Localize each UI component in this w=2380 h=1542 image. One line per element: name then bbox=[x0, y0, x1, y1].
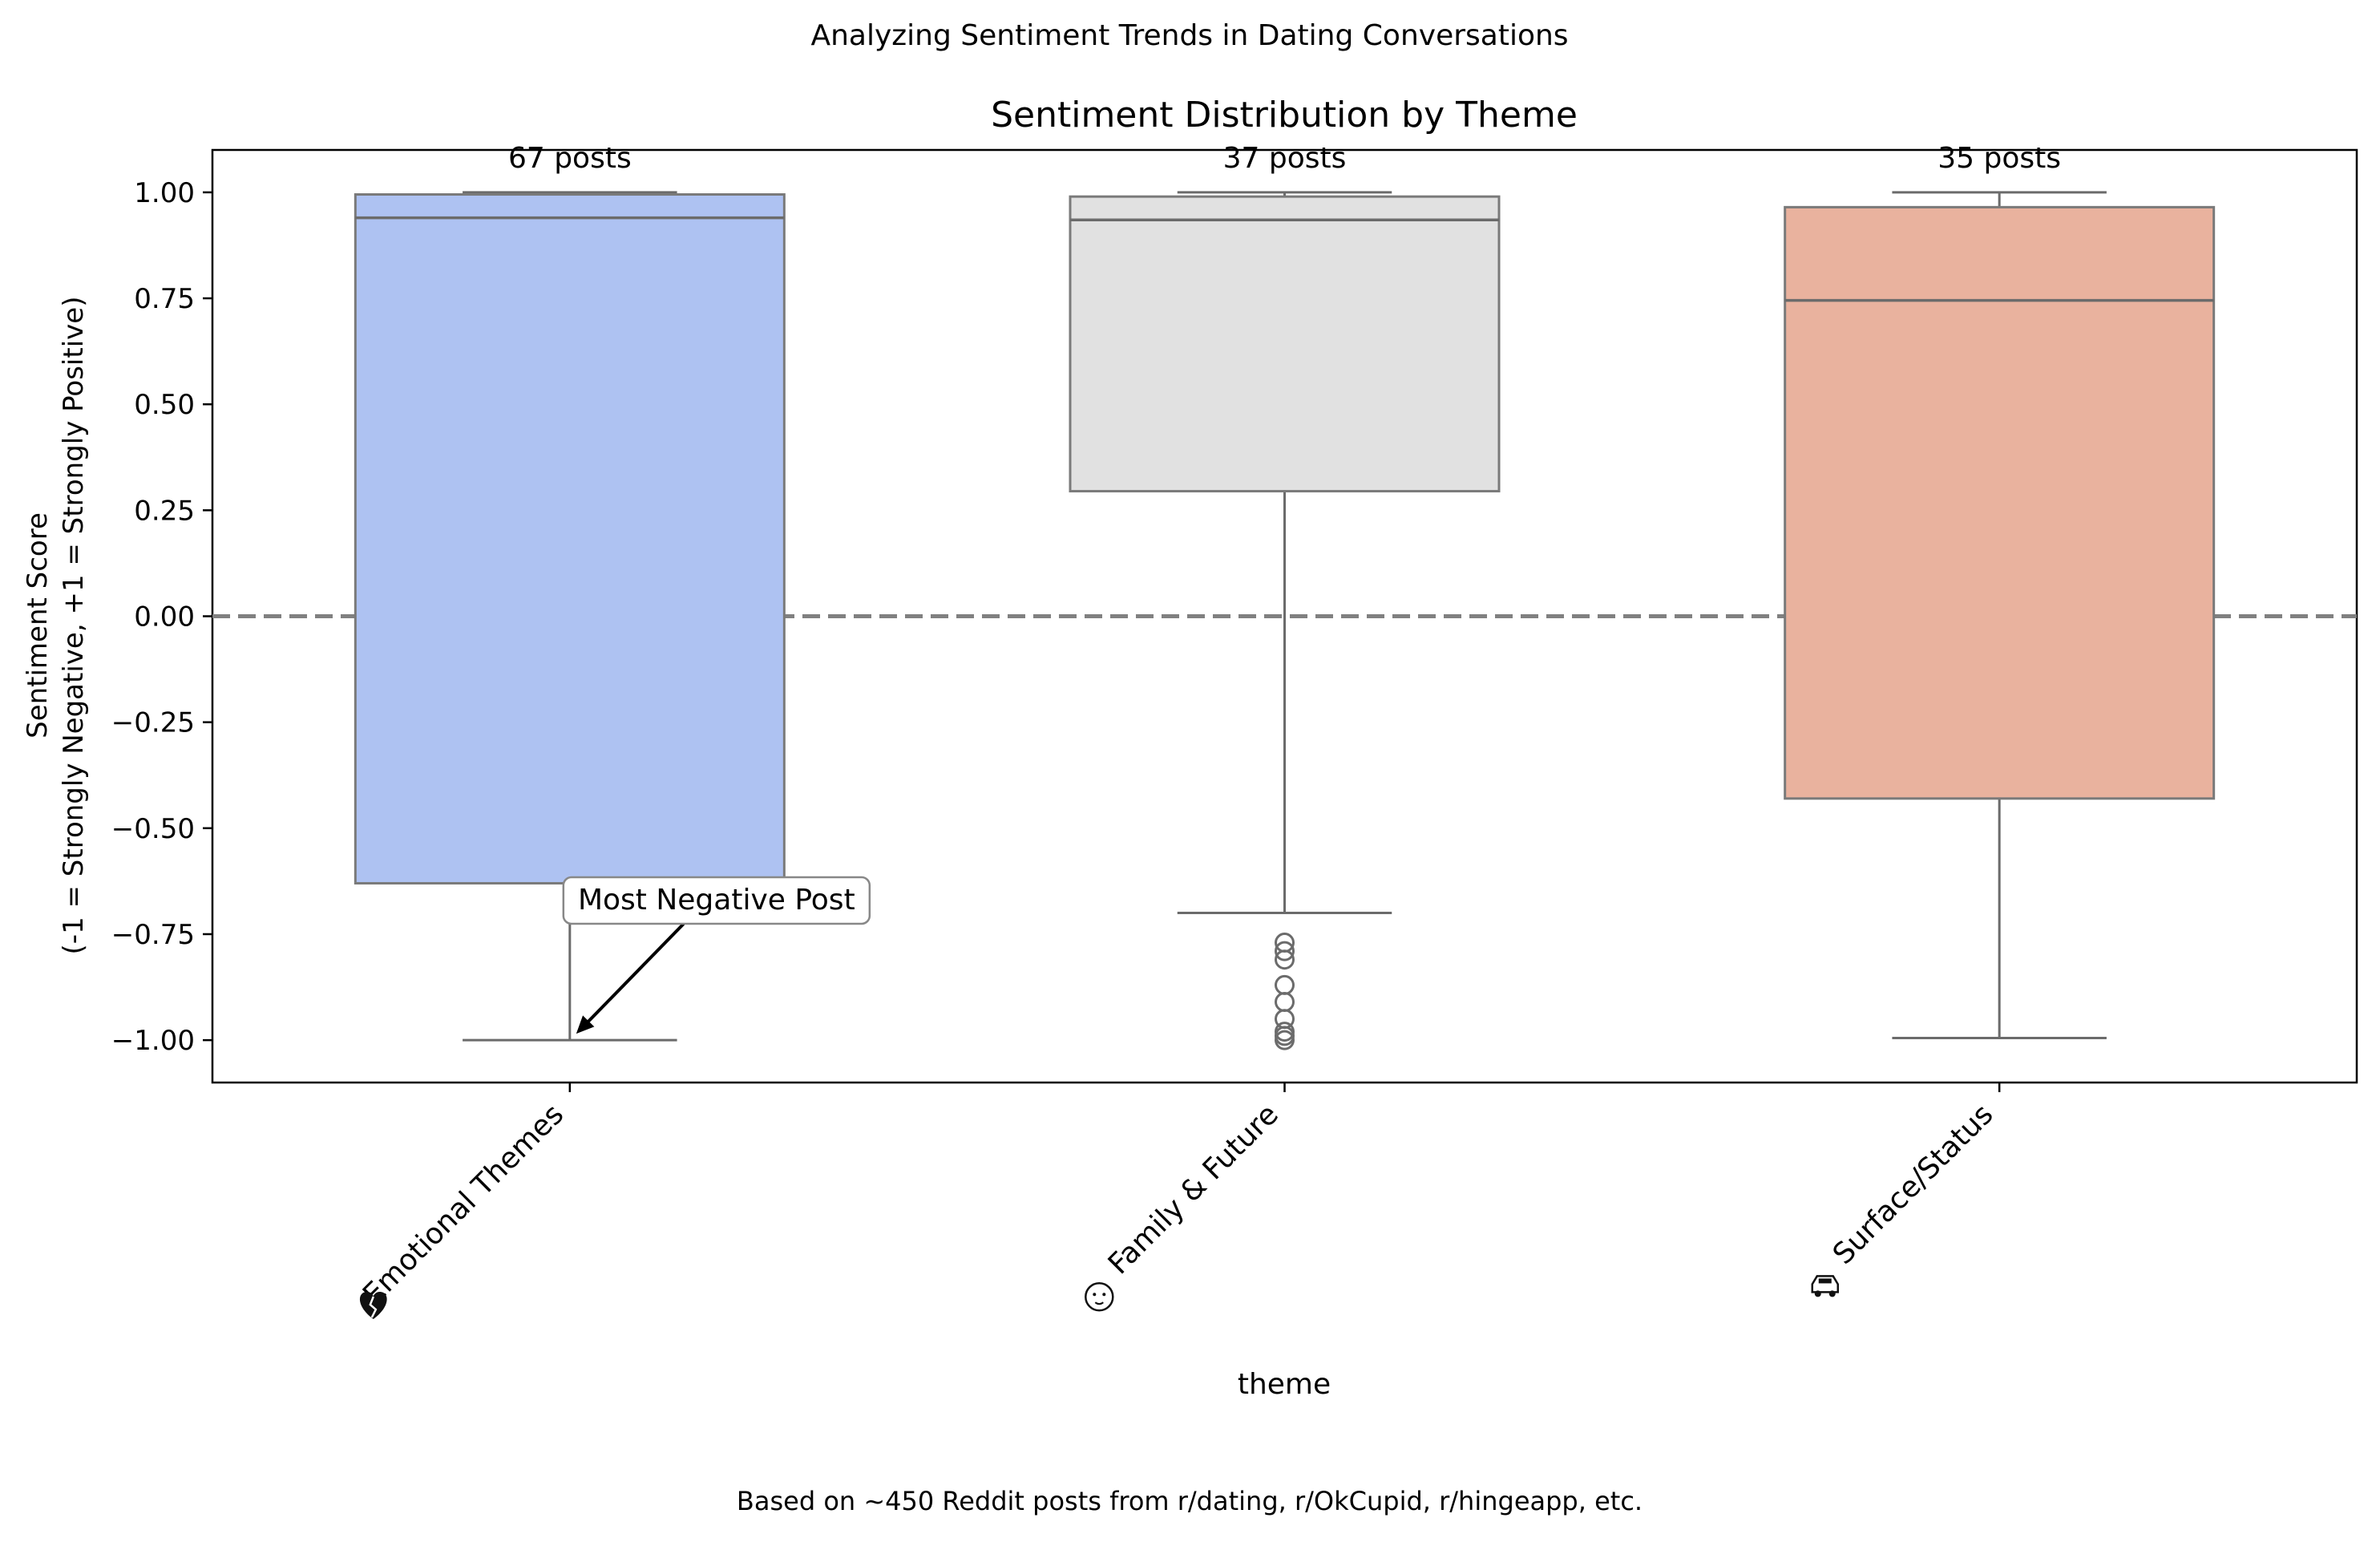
y-tick-label: 1.00 bbox=[134, 177, 195, 209]
y-tick-label: −0.25 bbox=[111, 707, 195, 739]
heart-shape bbox=[359, 1292, 387, 1320]
face-mouth bbox=[1094, 1301, 1104, 1305]
car-window bbox=[1818, 1278, 1832, 1284]
y-tick-label: 0.25 bbox=[134, 495, 195, 527]
chart-title: Sentiment Distribution by Theme bbox=[991, 95, 1578, 136]
outlier-point bbox=[1275, 941, 1295, 961]
baby-face-icon bbox=[1085, 1281, 1114, 1312]
post-count-label: 67 posts bbox=[508, 142, 632, 175]
iqr-box bbox=[1069, 195, 1501, 493]
box-1 bbox=[354, 191, 786, 1042]
figure-footnote: Based on ~450 Reddit posts from r/dating… bbox=[737, 1486, 1643, 1516]
annotation-arrow-head bbox=[576, 1015, 595, 1034]
post-count-label: 35 posts bbox=[1938, 142, 2061, 175]
annotation-arrow-shaft bbox=[581, 922, 685, 1029]
iqr-box bbox=[1784, 205, 2216, 800]
box-2 bbox=[1069, 191, 1501, 1050]
y-tick-label: −1.00 bbox=[111, 1025, 195, 1057]
heart-crack bbox=[369, 1296, 378, 1318]
car-wheel bbox=[1828, 1290, 1836, 1297]
annotation-box bbox=[562, 876, 871, 925]
box-3 bbox=[1784, 191, 2216, 1039]
figure-suptitle: Analyzing Sentiment Trends in Dating Con… bbox=[810, 19, 1568, 52]
face-eye bbox=[1093, 1293, 1097, 1297]
outlier-point bbox=[1275, 1030, 1295, 1050]
y-axis-label-line2: (-1 = Strongly Negative, +1 = Strongly P… bbox=[58, 297, 90, 955]
iqr-box bbox=[354, 193, 786, 885]
y-tick-label: −0.75 bbox=[111, 919, 195, 951]
broken-heart-icon bbox=[359, 1292, 387, 1320]
y-tick-label: −0.50 bbox=[111, 813, 195, 845]
x-axis-label: theme bbox=[1238, 1368, 1331, 1401]
face-eye bbox=[1102, 1293, 1106, 1297]
y-tick-label: 0.75 bbox=[134, 283, 195, 315]
y-tick-label: 0.00 bbox=[134, 601, 195, 633]
car-wheel bbox=[1814, 1290, 1821, 1297]
car-icon bbox=[1811, 1275, 1839, 1297]
post-count-label: 37 posts bbox=[1223, 142, 1347, 175]
annotation-text: Most Negative Post bbox=[578, 884, 855, 917]
face-outline bbox=[1085, 1281, 1114, 1312]
y-axis-label-line1: Sentiment Score bbox=[22, 512, 54, 739]
outlier-point bbox=[1275, 949, 1295, 970]
plot-area: 1.00 0.75 0.50 0.25 0.00 −0.25 −0.50 −0.75 −1.00… bbox=[111, 142, 2358, 1320]
y-tick-label: 0.50 bbox=[134, 389, 195, 421]
